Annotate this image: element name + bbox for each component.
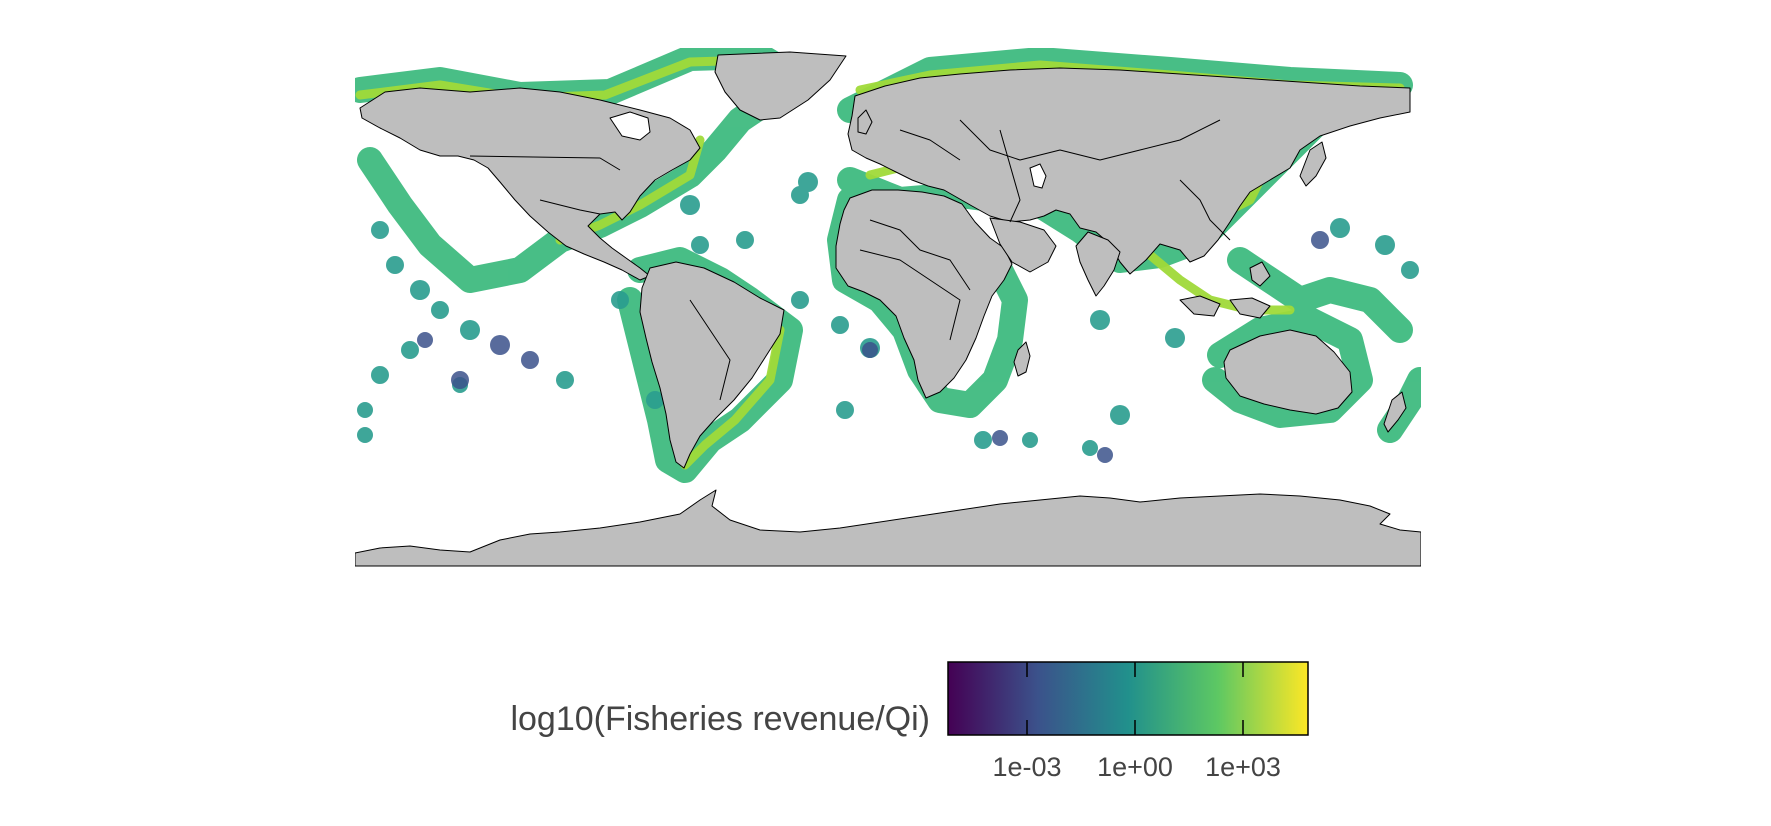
caspian-sea xyxy=(1029,163,1047,189)
australia-landmass xyxy=(1223,329,1353,415)
legend-title: log10(Fisheries revenue/Qi) xyxy=(510,700,930,738)
south-america-landmass xyxy=(639,261,785,469)
colorbar-gradient xyxy=(947,661,1309,736)
eurasia-landmass xyxy=(847,67,1411,275)
north-america-landmass xyxy=(359,87,701,281)
colorbar-tick-label: 1e+00 xyxy=(1097,752,1173,782)
africa-landmass xyxy=(835,189,1013,399)
antarctica-landmass xyxy=(355,489,1421,567)
colorbar-tick-label: 1e-03 xyxy=(992,752,1062,782)
greenland-landmass xyxy=(714,51,847,121)
land-masses xyxy=(355,51,1421,567)
colorbar xyxy=(947,661,1309,736)
colorbar-tick-label: 1e+03 xyxy=(1205,752,1281,782)
